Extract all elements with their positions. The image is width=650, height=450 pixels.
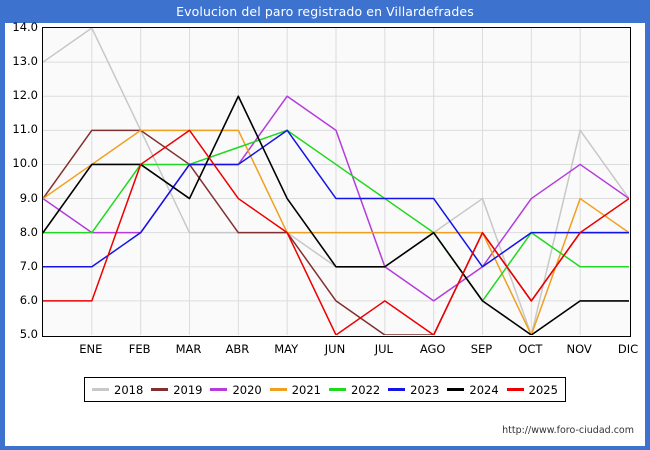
legend-item-2025[interactable]: 2025	[506, 382, 558, 397]
chart-legend: 2018 2019 2020 2021 2022 2023 2024 2025	[84, 377, 566, 402]
x-tick-label: ABR	[225, 342, 250, 356]
x-tick-label: SEP	[470, 342, 493, 356]
legend-label: 2025	[528, 382, 558, 397]
y-tick-label: 5.0	[19, 327, 38, 341]
legend-swatch-icon	[388, 388, 406, 391]
legend-label: 2018	[114, 382, 144, 397]
legend-label: 2024	[469, 382, 499, 397]
x-tick-label: NOV	[566, 342, 592, 356]
legend-label: 2023	[410, 382, 440, 397]
legend-swatch-icon	[328, 388, 346, 391]
chart-title: Evolucion del paro registrado en Villard…	[5, 0, 645, 23]
x-tick-label: FEB	[128, 342, 151, 356]
legend-item-2018[interactable]: 2018	[92, 383, 143, 397]
legend-swatch-icon	[506, 388, 524, 391]
legend-item-2022[interactable]: 2022	[328, 382, 381, 397]
legend-item-2023[interactable]: 2023	[388, 383, 439, 397]
legend-item-2021[interactable]: 2021	[269, 382, 321, 397]
series-line-2025	[43, 129, 629, 335]
legend-label: 2020	[232, 382, 262, 397]
legend-swatch-icon	[447, 388, 465, 391]
legend-label: 2022	[350, 382, 381, 397]
y-tick-label: 9.0	[19, 190, 38, 205]
y-tick-label: 10.0	[12, 156, 38, 171]
legend-swatch-icon	[151, 388, 169, 391]
x-tick-label: OCT	[518, 342, 543, 356]
legend-swatch-icon	[269, 388, 287, 391]
x-tick-label: MAR	[175, 342, 202, 356]
x-tick-label: DIC	[617, 342, 639, 356]
plot-area	[42, 27, 631, 337]
x-tick-label: JUL	[374, 342, 393, 356]
legend-swatch-icon	[92, 388, 109, 391]
x-tick-label: JUN	[324, 342, 346, 356]
legend-swatch-icon	[210, 388, 228, 391]
legend-item-2020[interactable]: 2020	[210, 382, 262, 397]
x-tick-label: MAY	[274, 342, 299, 356]
y-tick-label: 7.0	[19, 258, 38, 273]
source-url: http://www.foro-ciudad.com	[502, 425, 634, 436]
legend-label: 2019	[173, 382, 203, 397]
y-tick-label: 8.0	[19, 224, 38, 239]
series-line-2021	[43, 129, 629, 335]
y-tick-label: 13.0	[12, 54, 38, 69]
x-tick-label: ENE	[79, 342, 103, 356]
window-frame-bottom	[0, 446, 650, 450]
chart-canvas	[43, 28, 629, 335]
legend-item-2019[interactable]: 2019	[151, 382, 203, 397]
y-tick-label: 12.0	[12, 88, 38, 103]
series-line-2023	[43, 129, 629, 268]
y-tick-label: 11.0	[12, 122, 38, 137]
y-tick-label: 6.0	[19, 292, 38, 307]
y-tick-label: 14.0	[12, 20, 38, 34]
legend-item-2024[interactable]: 2024	[447, 382, 499, 397]
legend-label: 2021	[291, 382, 321, 397]
x-tick-label: AGO	[419, 342, 446, 356]
window-frame-left	[0, 0, 5, 450]
window-frame-right	[645, 0, 650, 450]
